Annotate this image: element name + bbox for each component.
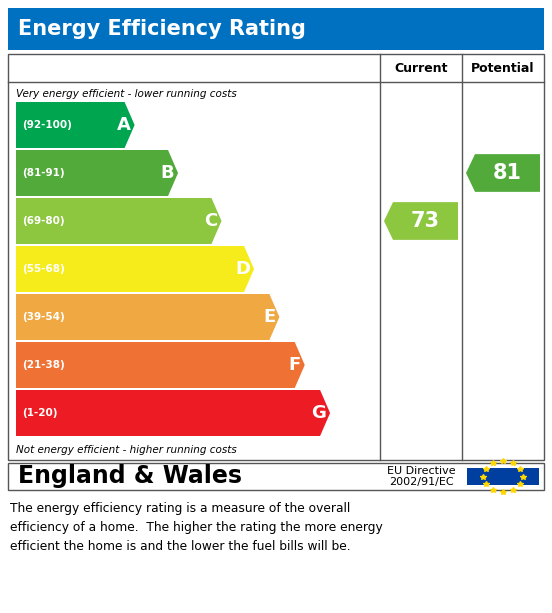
Text: EU Directive
2002/91/EC: EU Directive 2002/91/EC [387,466,455,487]
Text: England & Wales: England & Wales [18,465,242,489]
Polygon shape [16,390,330,436]
Bar [8,54,544,460]
Text: A: A [116,116,131,134]
Text: Not energy efficient - higher running costs: Not energy efficient - higher running co… [16,446,237,455]
Text: D: D [235,260,250,278]
Bar [8,8,544,50]
Text: E: E [263,308,275,326]
Text: (39-54): (39-54) [22,312,65,322]
Text: The energy efficiency rating is a measure of the overall
efficiency of a home.  : The energy efficiency rating is a measur… [10,502,383,553]
Polygon shape [16,294,279,340]
Polygon shape [16,150,178,196]
Text: Current: Current [394,61,448,75]
Text: (92-100): (92-100) [22,120,72,130]
Text: Potential: Potential [471,61,535,75]
Text: Energy Efficiency Rating: Energy Efficiency Rating [18,19,306,39]
Polygon shape [16,102,135,148]
Text: (81-91): (81-91) [22,168,65,178]
Polygon shape [16,246,254,292]
Polygon shape [16,198,221,244]
Text: (69-80): (69-80) [22,216,65,226]
Text: C: C [204,212,217,230]
Polygon shape [384,202,458,240]
Polygon shape [16,342,305,388]
Text: F: F [289,356,301,374]
Text: 73: 73 [411,211,440,231]
Bar [467,468,539,485]
Text: (21-38): (21-38) [22,360,65,370]
Text: B: B [161,164,174,182]
Text: (1-20): (1-20) [22,408,57,418]
Polygon shape [466,154,540,192]
Text: (55-68): (55-68) [22,264,65,274]
Text: Very energy efficient - lower running costs: Very energy efficient - lower running co… [16,89,237,99]
Text: G: G [311,404,326,422]
Bar [8,463,544,490]
Text: 81: 81 [493,163,522,183]
